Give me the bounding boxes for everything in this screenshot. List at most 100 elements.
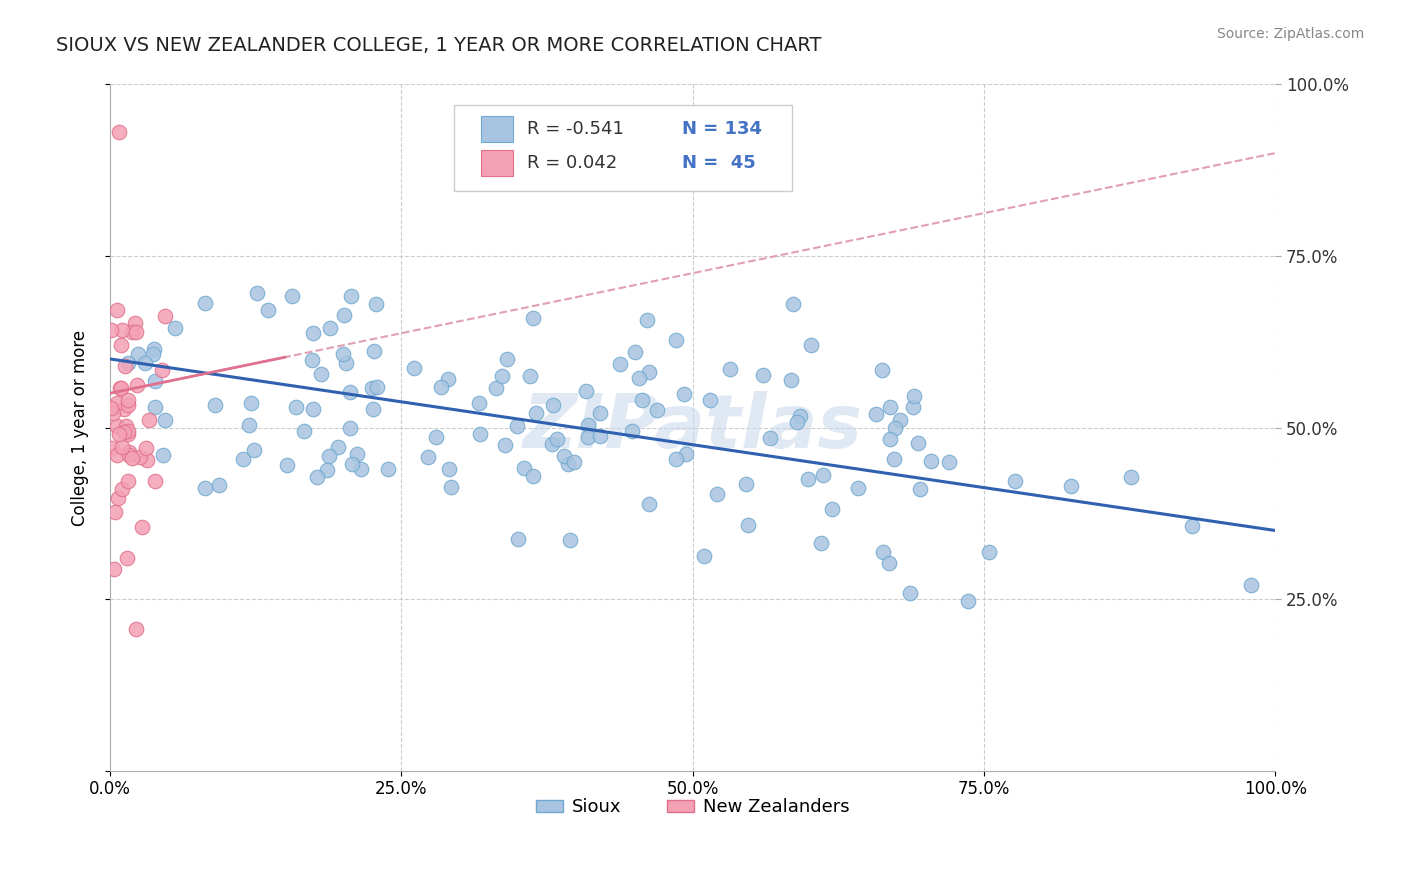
- Point: [155, 309, 177, 323]
- Point: [100, 401, 122, 415]
- Point: [903, 388, 925, 402]
- Point: [796, 472, 818, 486]
- Point: [637, 365, 659, 379]
- Point: [112, 425, 135, 439]
- Point: [318, 449, 340, 463]
- Point: [879, 400, 901, 414]
- Legend: Sioux, New Zealanders: Sioux, New Zealanders: [529, 791, 856, 823]
- Point: [309, 368, 332, 382]
- Point: [332, 308, 354, 322]
- Point: [246, 285, 269, 300]
- Point: [621, 424, 644, 438]
- Point: [908, 483, 931, 497]
- Point: [134, 355, 156, 369]
- Point: [467, 396, 489, 410]
- Point: [143, 474, 166, 488]
- Point: [163, 321, 186, 335]
- Point: [101, 407, 124, 421]
- Point: [346, 446, 368, 460]
- Point: [780, 373, 803, 387]
- Point: [496, 351, 519, 366]
- Point: [440, 480, 463, 494]
- Point: [131, 520, 153, 534]
- Point: [624, 345, 647, 359]
- Point: [342, 458, 364, 472]
- Point: [110, 338, 132, 352]
- Point: [105, 448, 128, 462]
- Point: [628, 370, 651, 384]
- Point: [107, 418, 129, 433]
- Point: [883, 451, 905, 466]
- Point: [562, 454, 585, 468]
- Point: [1060, 479, 1083, 493]
- Text: ZIPatlas: ZIPatlas: [523, 391, 863, 464]
- Point: [541, 398, 564, 412]
- Point: [524, 406, 547, 420]
- Point: [125, 622, 148, 636]
- Point: [576, 418, 599, 433]
- Point: [485, 381, 508, 395]
- Point: [361, 401, 384, 416]
- Point: [889, 413, 911, 427]
- Point: [121, 451, 143, 466]
- Point: [143, 342, 166, 356]
- Point: [782, 297, 804, 311]
- Point: [339, 288, 361, 302]
- Point: [316, 463, 339, 477]
- Point: [339, 421, 361, 435]
- Point: [326, 440, 349, 454]
- Point: [115, 419, 138, 434]
- Point: [956, 593, 979, 607]
- Point: [907, 435, 929, 450]
- Point: [108, 381, 131, 395]
- Point: [494, 438, 516, 452]
- Point: [800, 338, 823, 352]
- Point: [141, 347, 163, 361]
- Point: [281, 289, 304, 303]
- Point: [118, 448, 141, 462]
- Point: [111, 323, 134, 337]
- Point: [242, 443, 264, 458]
- Point: [425, 430, 447, 444]
- Point: [307, 469, 329, 483]
- Point: [332, 347, 354, 361]
- Point: [112, 402, 135, 417]
- Point: [589, 428, 612, 442]
- Point: [114, 359, 136, 373]
- Point: [319, 321, 342, 335]
- Point: [437, 372, 460, 386]
- Point: [430, 380, 453, 394]
- Point: [506, 419, 529, 434]
- Point: [553, 450, 575, 464]
- Point: [377, 462, 399, 476]
- Point: [111, 440, 134, 454]
- Point: [335, 356, 357, 370]
- Point: [645, 403, 668, 417]
- Point: [1181, 519, 1204, 533]
- Point: [437, 461, 460, 475]
- Point: [257, 302, 280, 317]
- Point: [127, 378, 149, 392]
- Point: [117, 398, 139, 412]
- Point: [540, 437, 562, 451]
- Point: [121, 325, 143, 339]
- Point: [238, 417, 260, 432]
- Point: [115, 550, 138, 565]
- Point: [900, 585, 922, 599]
- Point: [672, 387, 695, 401]
- Point: [522, 469, 544, 483]
- Text: R = -0.541: R = -0.541: [527, 120, 624, 138]
- Point: [143, 400, 166, 414]
- Point: [870, 363, 893, 377]
- Point: [301, 353, 323, 368]
- Text: N = 134: N = 134: [682, 120, 762, 138]
- Point: [576, 430, 599, 444]
- Point: [125, 325, 148, 339]
- Point: [938, 454, 960, 468]
- Point: [675, 447, 697, 461]
- Point: [811, 468, 834, 483]
- Point: [508, 532, 530, 546]
- Point: [117, 424, 139, 438]
- Point: [208, 478, 231, 492]
- Point: [135, 441, 157, 455]
